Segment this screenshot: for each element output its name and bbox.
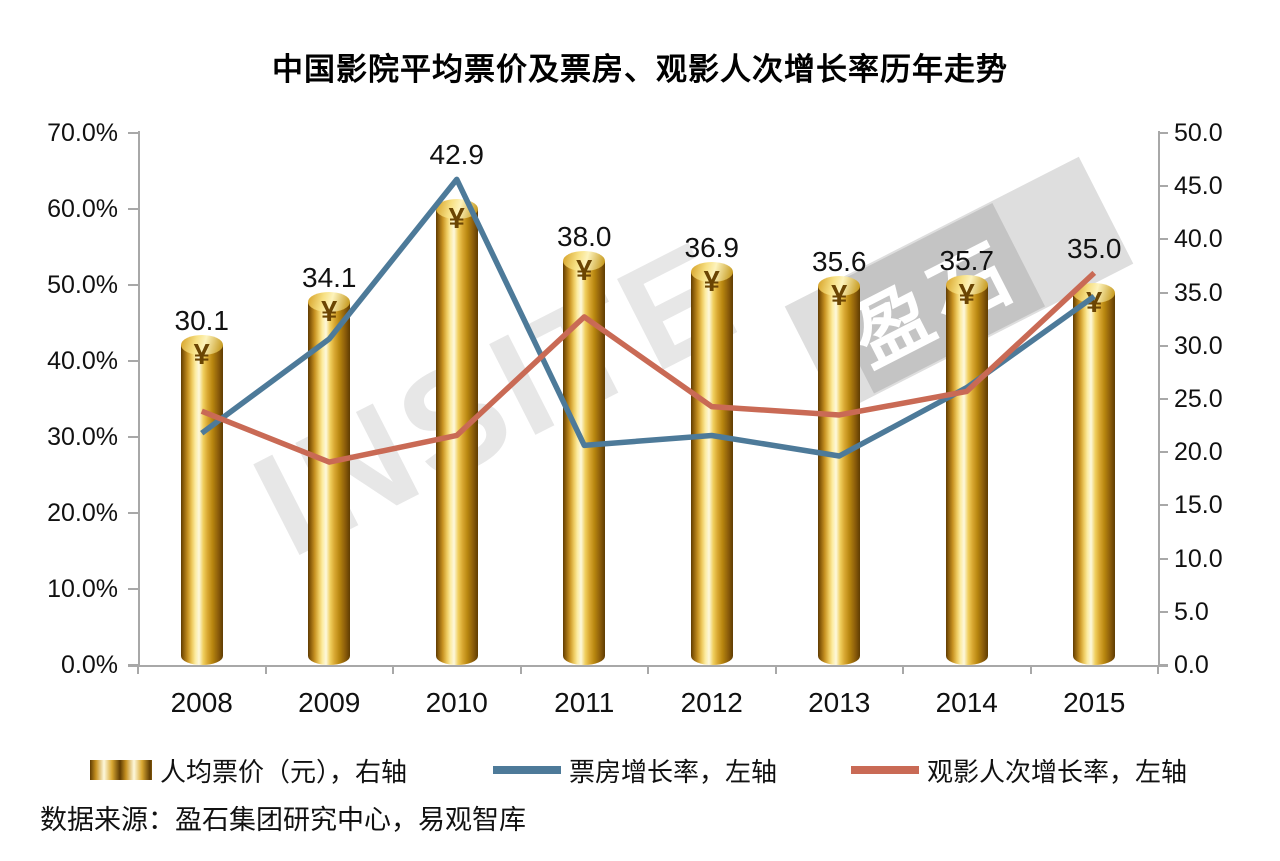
right-axis-tick-label: 35.0 <box>1174 278 1223 307</box>
right-axis-tick-label: 40.0 <box>1174 225 1223 254</box>
x-axis-category-label: 2013 <box>808 687 871 718</box>
x-axis-tick <box>519 666 522 674</box>
left-axis-tick <box>128 512 138 514</box>
legend-bar-swatch <box>90 760 152 780</box>
bar-value-label: 34.1 <box>302 262 357 294</box>
legend-item-boxoffice-growth: 票房增长率，左轴 <box>493 752 777 788</box>
yen-icon: ¥ <box>1086 286 1103 319</box>
right-axis-tick <box>1158 664 1168 666</box>
yen-icon: ¥ <box>448 202 465 235</box>
x-axis-category-label: 2009 <box>298 687 361 718</box>
bar-value-label: 35.7 <box>939 245 995 277</box>
right-axis-tick <box>1158 557 1168 560</box>
left-axis-tick-label: 40.0% <box>47 347 118 375</box>
right-axis-tick-label: 20.0 <box>1174 438 1223 467</box>
x-axis-category-label: 2015 <box>1063 687 1126 718</box>
yen-icon: ¥ <box>576 254 593 287</box>
left-axis-tick <box>128 436 138 438</box>
right-axis-tick <box>1158 291 1168 294</box>
yen-icon: ¥ <box>958 279 975 312</box>
left-axis-tick <box>128 132 138 134</box>
left-axis-line <box>138 131 140 666</box>
right-axis-tick <box>1158 451 1168 454</box>
x-axis-category-label: 2010 <box>425 687 488 718</box>
legend-label: 人均票价（元），右轴 <box>160 756 408 787</box>
x-axis-tick <box>774 666 777 674</box>
bar-column: ¥ <box>308 292 351 665</box>
x-axis-category-label: 2014 <box>935 687 998 718</box>
legend-label: 观影人次增长率，左轴 <box>927 756 1188 787</box>
left-axis-tick-label: 20.0% <box>47 499 118 527</box>
bar-column: ¥ <box>563 250 606 665</box>
right-axis-tick <box>1158 238 1168 241</box>
legend-red-line-swatch <box>851 766 919 774</box>
right-axis-tick <box>1158 398 1168 400</box>
bar-value-label: 30.1 <box>174 304 230 336</box>
left-axis-tick <box>128 360 138 362</box>
right-axis-tick <box>1158 185 1168 188</box>
right-axis-tick-label: 50.0 <box>1174 119 1223 147</box>
right-axis-tick-label: 25.0 <box>1174 385 1223 413</box>
bar-column: ¥ <box>1073 282 1116 665</box>
x-axis-category-label: 2011 <box>554 687 615 718</box>
right-axis-tick-label: 30.0 <box>1174 331 1223 360</box>
legend-blue-line-swatch <box>493 766 561 774</box>
yen-icon: ¥ <box>703 266 720 299</box>
right-axis-tick <box>1158 344 1168 347</box>
x-axis-tick <box>264 666 267 674</box>
x-axis-tick <box>137 666 139 674</box>
bar-column: ¥ <box>690 262 733 665</box>
left-axis-tick-label: 60.0% <box>47 195 118 223</box>
right-axis-tick-label: 5.0 <box>1174 597 1209 626</box>
bar-value-label: 36.9 <box>684 232 740 264</box>
x-axis-tick <box>1157 666 1159 674</box>
left-axis-tick-label: 70.0% <box>47 119 118 147</box>
legend-item-avg-ticket-price: 人均票价（元），右轴 <box>90 752 407 788</box>
left-axis-tick-label: 10.0% <box>47 575 118 603</box>
right-axis-tick-label: 0.0 <box>1174 651 1209 679</box>
right-axis-tick-label: 15.0 <box>1174 491 1223 520</box>
legend-item-admissions-growth: 观影人次增长率，左轴 <box>851 752 1187 788</box>
left-axis-tick <box>128 588 138 590</box>
yen-icon: ¥ <box>193 338 210 371</box>
x-axis-tick <box>392 666 394 674</box>
yen-icon: ¥ <box>831 280 848 313</box>
chart-title: 中国影院平均票价及票房、观影人次增长率历年走势 <box>272 52 1008 87</box>
right-axis-tick-label: 10.0 <box>1174 544 1223 573</box>
bar-column: ¥ <box>945 275 988 665</box>
bar-value-label: 38.0 <box>557 220 612 252</box>
left-axis-tick <box>128 284 138 286</box>
bar-value-label: 35.6 <box>812 246 867 278</box>
bar-value-label: 42.9 <box>429 139 485 171</box>
left-axis-tick-label: 0.0% <box>61 651 118 679</box>
right-axis-tick <box>1158 504 1168 507</box>
right-axis-tick-label: 45.0 <box>1174 172 1223 201</box>
left-axis-tick <box>128 664 138 666</box>
x-axis-category-label: 2008 <box>170 687 233 718</box>
data-source-note: 数据来源：盈石集团研究中心，易观智库 <box>40 805 526 835</box>
x-axis-tick <box>1029 666 1032 674</box>
left-axis-tick-label: 50.0% <box>47 271 118 299</box>
bar-column: ¥ <box>435 198 478 665</box>
x-axis-tick <box>902 666 904 674</box>
left-axis-tick-label: 30.0% <box>47 423 118 451</box>
right-axis-tick <box>1158 132 1168 134</box>
right-axis-tick <box>1158 610 1168 613</box>
yen-icon: ¥ <box>321 296 338 329</box>
left-axis-tick <box>128 208 138 210</box>
x-axis-category-label: 2012 <box>680 687 743 718</box>
x-axis-tick <box>647 666 649 674</box>
bar-value-label: 35.0 <box>1067 232 1122 264</box>
bar-column: ¥ <box>818 276 861 665</box>
legend-label: 票房增长率，左轴 <box>569 756 778 787</box>
bar-column: ¥ <box>180 334 223 665</box>
